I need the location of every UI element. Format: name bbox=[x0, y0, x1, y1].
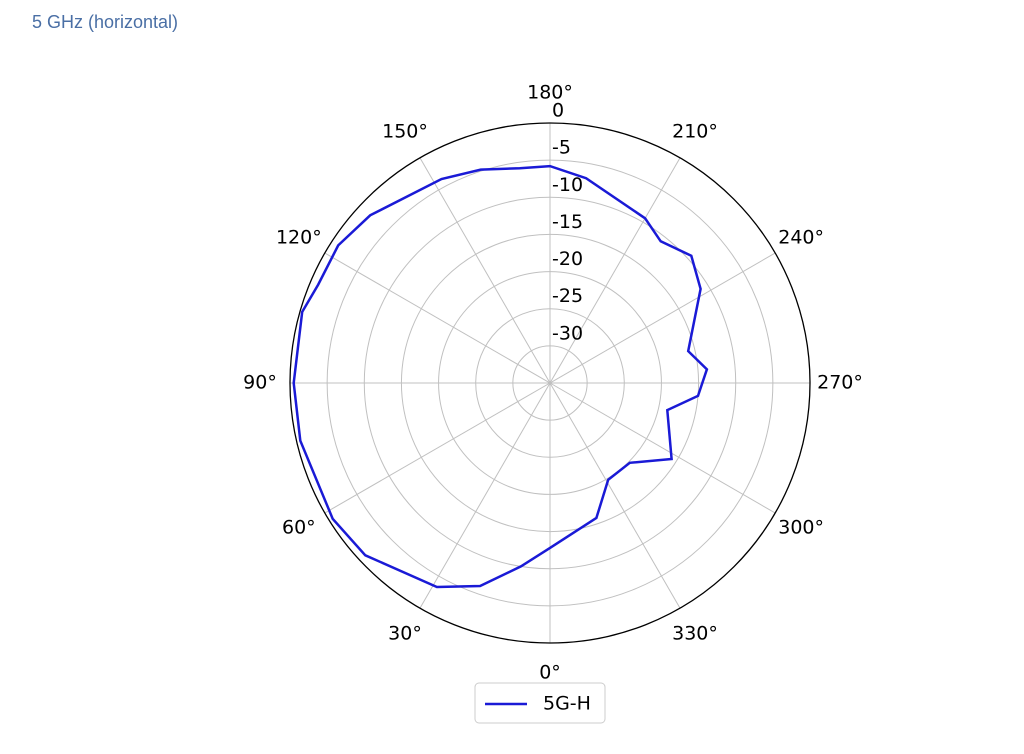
spoke bbox=[419, 157, 551, 384]
grid-ring bbox=[512, 345, 588, 421]
r-tick-label: -15 bbox=[552, 211, 583, 233]
r-tick-label: -5 bbox=[552, 137, 571, 159]
outer-ring bbox=[289, 122, 811, 644]
theta-tick-label: 300° bbox=[778, 517, 824, 539]
r-tick-label: -10 bbox=[552, 174, 583, 196]
spoke bbox=[549, 157, 681, 384]
theta-tick-label: 330° bbox=[672, 623, 718, 645]
legend-box bbox=[474, 682, 606, 724]
grid-ring bbox=[363, 196, 737, 570]
theta-tick-label: 270° bbox=[817, 372, 863, 394]
theta-tick-label: 60° bbox=[282, 517, 316, 539]
page-title: 5 GHz (horizontal) bbox=[32, 12, 179, 32]
spoke bbox=[549, 382, 681, 609]
legend-label: 5G-H bbox=[543, 693, 591, 715]
theta-tick-label: 240° bbox=[778, 227, 824, 249]
spoke bbox=[419, 382, 551, 609]
theta-tick-label: 90° bbox=[243, 372, 277, 394]
spoke bbox=[549, 382, 776, 514]
theta-tick-label: 210° bbox=[672, 120, 718, 142]
theta-tick-label: 30° bbox=[388, 623, 422, 645]
r-tick-label: -25 bbox=[552, 285, 583, 307]
theta-tick-label: 120° bbox=[276, 227, 322, 249]
theta-tick-label: 0° bbox=[539, 662, 561, 684]
spoke bbox=[324, 252, 551, 384]
grid-ring bbox=[475, 308, 625, 458]
grid-ring bbox=[400, 233, 700, 533]
r-tick-label: -30 bbox=[552, 322, 583, 344]
spoke bbox=[549, 252, 776, 384]
theta-tick-label: 180° bbox=[527, 82, 573, 104]
r-tick-label: -20 bbox=[552, 248, 583, 270]
theta-tick-label: 150° bbox=[382, 120, 428, 142]
series-line bbox=[292, 164, 709, 589]
grid-ring bbox=[326, 159, 774, 607]
r-tick-label: 0 bbox=[552, 100, 564, 122]
grid-ring bbox=[438, 271, 662, 495]
spoke bbox=[324, 382, 551, 514]
